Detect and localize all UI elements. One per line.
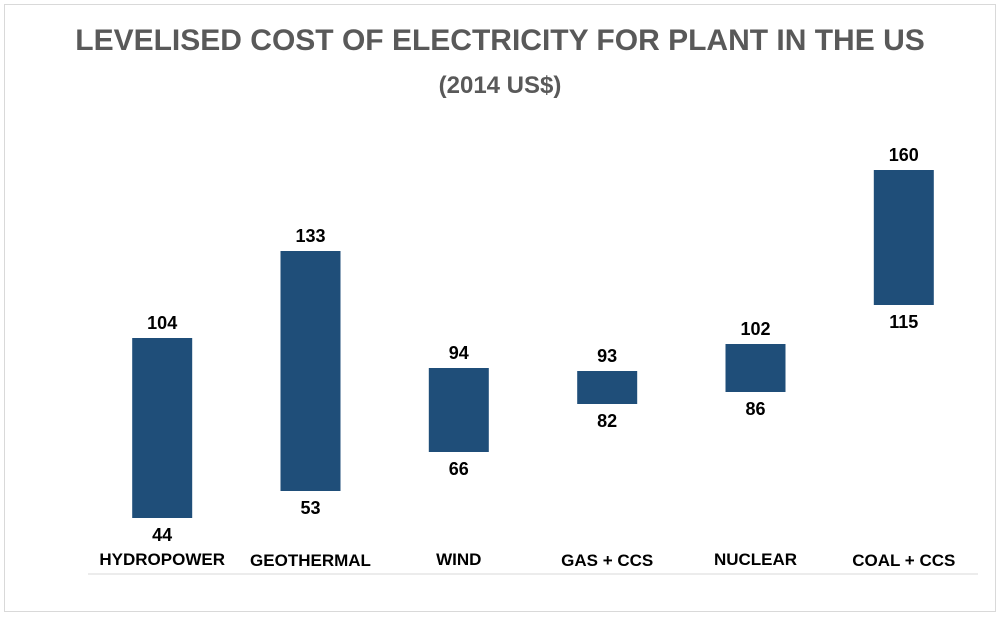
low-label-nuclear: 86: [745, 399, 765, 419]
category-label-nuclear: NUCLEAR: [714, 550, 797, 569]
high-label-hydropower: 104: [147, 313, 177, 333]
bar-wind: [428, 368, 489, 452]
low-label-coal-ccs: 115: [889, 312, 918, 332]
bars-group: [132, 170, 934, 518]
low-label-hydropower: 44: [152, 525, 172, 545]
low-label-wind: 66: [449, 459, 469, 479]
bar-geothermal: [280, 251, 341, 491]
chart-subtitle: (2014 US$): [439, 72, 562, 99]
high-label-gas-ccs: 93: [597, 346, 617, 366]
high-label-coal-ccs: 160: [889, 145, 919, 165]
labels-group: 104 44 HYDROPOWER 133 53 GEOTHERMAL 94 66 WIND 93…: [99, 145, 955, 570]
chart-title: LEVELISED COST OF ELECTRICITY FOR PLANT …: [75, 24, 925, 57]
category-label-hydropower: HYDROPOWER: [99, 550, 225, 569]
bar-hydropower: [132, 338, 193, 518]
high-label-geothermal: 133: [295, 226, 325, 246]
low-label-geothermal: 53: [300, 498, 320, 518]
low-label-gas-ccs: 82: [597, 411, 617, 431]
category-label-wind: WIND: [436, 550, 481, 569]
bar-gas-ccs: [577, 371, 638, 404]
high-label-nuclear: 102: [740, 319, 770, 339]
category-label-coal-ccs: COAL + CCS: [852, 551, 955, 570]
bar-coal-ccs: [873, 170, 934, 305]
high-label-wind: 94: [449, 343, 469, 363]
category-label-gas-ccs: GAS + CCS: [561, 551, 653, 570]
bar-nuclear: [725, 344, 786, 392]
category-label-geothermal: GEOTHERMAL: [250, 551, 371, 570]
